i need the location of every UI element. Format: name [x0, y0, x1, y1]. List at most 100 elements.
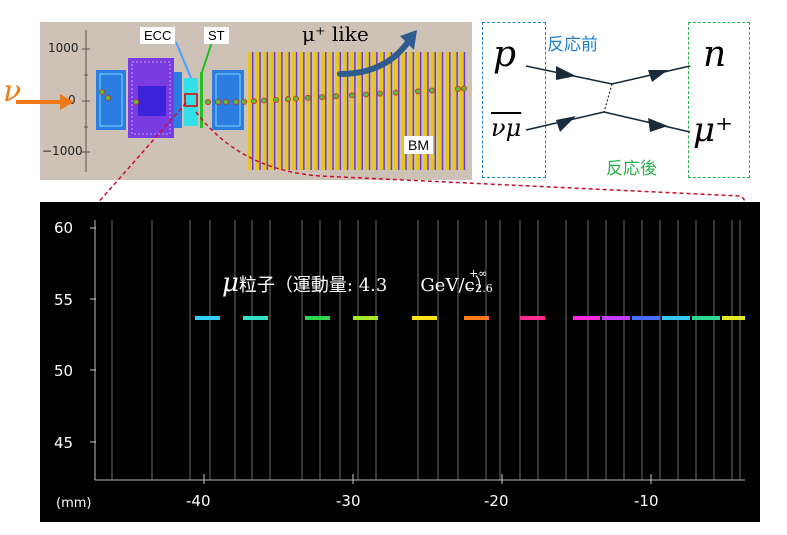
- bm-stripe: [434, 52, 436, 170]
- bm-stripe: [273, 52, 276, 170]
- x-tick-label: -30: [336, 492, 361, 510]
- bm-stripe: [364, 52, 369, 170]
- bm-stripe: [456, 52, 458, 170]
- bm-stripe: [321, 52, 325, 170]
- y-tick-label: 1000: [48, 41, 79, 55]
- track-point: [260, 97, 267, 104]
- antineutrino-symbol: νμ: [491, 114, 522, 142]
- track-point: [133, 99, 140, 106]
- muon-plus-symbol: μ⁺: [693, 110, 734, 150]
- y-tick-label: −1000: [42, 144, 83, 158]
- bm-stripe: [412, 52, 415, 170]
- bm-stripe: [313, 52, 318, 170]
- bm-stripe: [303, 52, 305, 170]
- after-reaction-box: [688, 22, 750, 178]
- track-point: [348, 92, 355, 99]
- muon-symbol: μ: [222, 268, 239, 298]
- track-segment: [412, 316, 437, 320]
- bm-stripe: [376, 52, 378, 170]
- bm-stripe: [368, 52, 371, 170]
- bm-stripe: [383, 52, 385, 170]
- x-tick-label: -20: [484, 492, 509, 510]
- track-point: [460, 85, 467, 92]
- track-segment: [722, 316, 745, 320]
- track-segment: [464, 316, 489, 320]
- track-point: [292, 95, 299, 102]
- bm-stripe: [379, 52, 384, 170]
- before-reaction-label: 反応前: [547, 35, 598, 55]
- x-tick-label: -40: [186, 492, 211, 510]
- track-segment: [573, 316, 600, 320]
- bm-label: BM: [404, 136, 433, 154]
- bm-stripe: [291, 52, 296, 170]
- bm-stripe: [248, 52, 252, 170]
- st-label: ST: [204, 27, 229, 44]
- bm-stripe: [423, 52, 428, 170]
- momentum-lower: −2.6: [466, 282, 493, 295]
- y-tick-label: 55: [54, 291, 74, 309]
- bm-stripe: [284, 52, 289, 170]
- track-point: [222, 99, 229, 106]
- bm-stripe: [295, 52, 298, 170]
- bm-stripe: [346, 52, 349, 170]
- track-point: [204, 99, 211, 106]
- bm-stripe: [361, 52, 363, 170]
- particle-label-text: 粒子（運動量: 4.3: [238, 275, 388, 296]
- track-point: [362, 91, 369, 98]
- track-point: [284, 96, 291, 103]
- bm-stripe: [259, 52, 261, 170]
- bm-stripe: [252, 52, 254, 170]
- bm-stripe: [445, 52, 450, 170]
- bm-stripe: [332, 52, 334, 170]
- track-point: [250, 98, 257, 105]
- bm-stripe: [401, 52, 406, 170]
- momentum-upper: +∞: [469, 267, 488, 280]
- bm-stripe: [281, 52, 283, 170]
- bm-stripe: [398, 52, 400, 170]
- bm-stripe: [427, 52, 429, 170]
- ecc-highlight-box: [184, 93, 198, 107]
- track-point: [99, 89, 106, 96]
- bm-stripe: [430, 52, 435, 170]
- bm-stripe: [408, 52, 413, 170]
- bm-stripe: [335, 52, 340, 170]
- bm-stripe: [262, 52, 267, 170]
- muon-like-label: μ⁺ like: [302, 22, 369, 46]
- bm-stripe: [357, 52, 362, 170]
- track-point: [318, 94, 325, 101]
- bm-stripe: [354, 52, 356, 170]
- bm-stripe: [339, 52, 342, 170]
- track-point: [376, 90, 383, 97]
- bm-stripe: [437, 52, 442, 170]
- unit-label: (mm): [56, 496, 92, 511]
- y-tick-label: 0: [68, 93, 76, 107]
- zoom-view-graphic: [90, 220, 745, 484]
- track-segment: [692, 316, 720, 320]
- bm-stripe: [386, 52, 391, 170]
- track-point: [428, 87, 435, 94]
- bm-stripe: [372, 52, 377, 170]
- track-segment: [662, 316, 690, 320]
- track-segment: [195, 316, 220, 320]
- bm-stripe: [288, 52, 290, 170]
- before-reaction-box: [482, 22, 546, 178]
- bm-stripe: [415, 52, 420, 170]
- bm-stripe: [449, 52, 451, 170]
- track-segment: [602, 316, 630, 320]
- bm-stripe: [342, 52, 347, 170]
- ecc-label: ECC: [140, 27, 176, 44]
- bm-stripe: [463, 52, 466, 170]
- bm-stripe: [255, 52, 260, 170]
- bm-stripe: [310, 52, 312, 170]
- after-reaction-label: 反応後: [606, 159, 657, 179]
- track-point: [304, 94, 311, 101]
- bm-stripe: [269, 52, 274, 170]
- neutron-symbol: n: [703, 34, 727, 75]
- bm-stripe: [277, 52, 282, 170]
- bm-stripe: [266, 52, 269, 170]
- particle-label-suffix: GeV/c）: [420, 275, 493, 296]
- proton-symbol: p: [493, 34, 517, 75]
- bm-stripe: [419, 52, 422, 170]
- y-tick-label: 45: [54, 434, 74, 452]
- track-point: [232, 99, 239, 106]
